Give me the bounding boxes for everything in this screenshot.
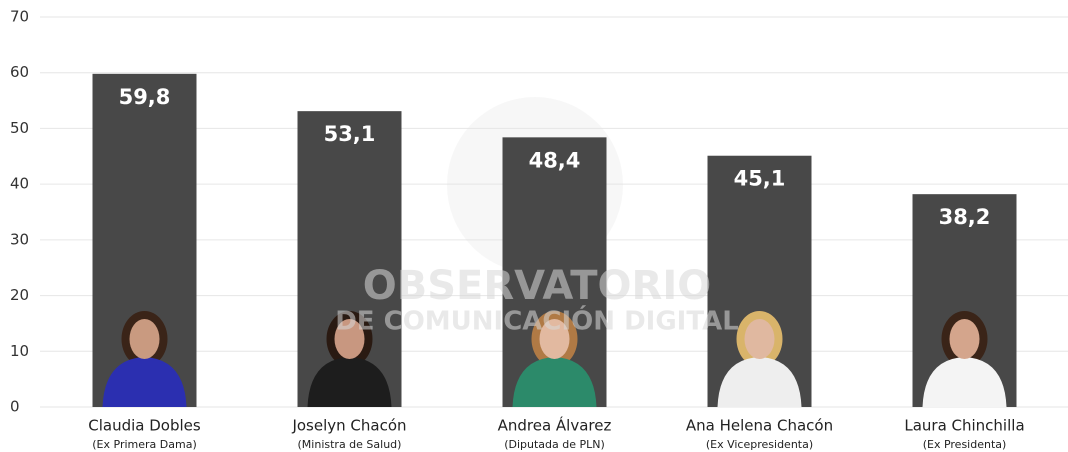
x-tick-sublabel: (Ex Vicepresidenta) [706,438,813,451]
y-tick-label: 10 [10,342,29,360]
y-tick-label: 60 [10,63,29,81]
value-label: 38,2 [939,205,991,229]
x-tick-sublabel: (Ministra de Salud) [298,438,402,451]
photo-face [129,319,160,359]
y-tick-label: 40 [10,175,29,193]
value-label: 48,4 [529,148,581,172]
x-tick-sublabel: (Ex Presidenta) [923,438,1007,451]
photo-body [717,357,802,407]
photo-face [539,319,570,359]
photo-body [512,357,597,407]
x-tick-label: Joselyn Chacón [291,417,406,435]
y-tick-label: 20 [10,286,29,304]
photo-body [307,357,392,407]
y-tick-label: 50 [10,119,29,137]
value-label: 53,1 [324,122,376,146]
x-tick-sublabel: (Diputada de PLN) [504,438,605,451]
y-tick-label: 70 [10,8,29,26]
x-tick-label: Andrea Álvarez [498,416,612,435]
value-label: 45,1 [734,167,786,191]
photo-face [949,319,980,359]
photo-face [744,319,775,359]
value-label: 59,8 [119,85,171,109]
y-tick-label: 0 [10,398,20,416]
x-tick-label: Ana Helena Chacón [686,417,833,435]
y-tick-label: 30 [10,230,29,248]
photo-body [922,357,1007,407]
photo-face [334,319,365,359]
photo-body [102,357,187,407]
x-tick-label: Laura Chinchilla [904,417,1024,435]
x-tick-sublabel: (Ex Primera Dama) [92,438,196,451]
watermark: OBSERVATORIO [363,263,712,309]
watermark: DE COMUNICACIÓN DIGITAL [335,305,739,337]
x-tick-label: Claudia Dobles [88,417,201,435]
